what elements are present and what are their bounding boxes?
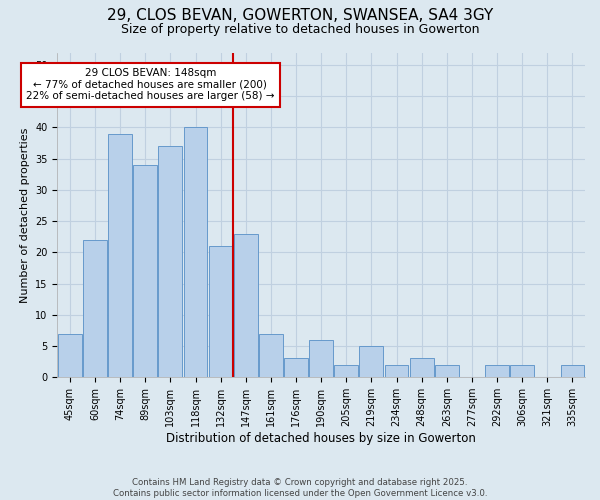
Bar	[334, 364, 358, 377]
Text: Contains HM Land Registry data © Crown copyright and database right 2025.
Contai: Contains HM Land Registry data © Crown c…	[113, 478, 487, 498]
Bar	[510, 364, 534, 377]
Bar	[234, 234, 258, 377]
Y-axis label: Number of detached properties: Number of detached properties	[20, 127, 29, 302]
Bar	[83, 240, 107, 377]
Bar	[133, 165, 157, 377]
Text: Size of property relative to detached houses in Gowerton: Size of property relative to detached ho…	[121, 22, 479, 36]
Bar	[309, 340, 333, 377]
Bar	[359, 346, 383, 377]
Bar	[259, 334, 283, 377]
Bar	[410, 358, 434, 377]
Bar	[284, 358, 308, 377]
Bar	[58, 334, 82, 377]
Bar	[435, 364, 459, 377]
Bar	[209, 246, 233, 377]
Bar	[385, 364, 409, 377]
Bar	[485, 364, 509, 377]
Bar	[108, 134, 132, 377]
Text: 29 CLOS BEVAN: 148sqm
← 77% of detached houses are smaller (200)
22% of semi-det: 29 CLOS BEVAN: 148sqm ← 77% of detached …	[26, 68, 275, 102]
X-axis label: Distribution of detached houses by size in Gowerton: Distribution of detached houses by size …	[166, 432, 476, 445]
Text: 29, CLOS BEVAN, GOWERTON, SWANSEA, SA4 3GY: 29, CLOS BEVAN, GOWERTON, SWANSEA, SA4 3…	[107, 8, 493, 22]
Bar	[158, 146, 182, 377]
Bar	[560, 364, 584, 377]
Bar	[184, 128, 208, 377]
